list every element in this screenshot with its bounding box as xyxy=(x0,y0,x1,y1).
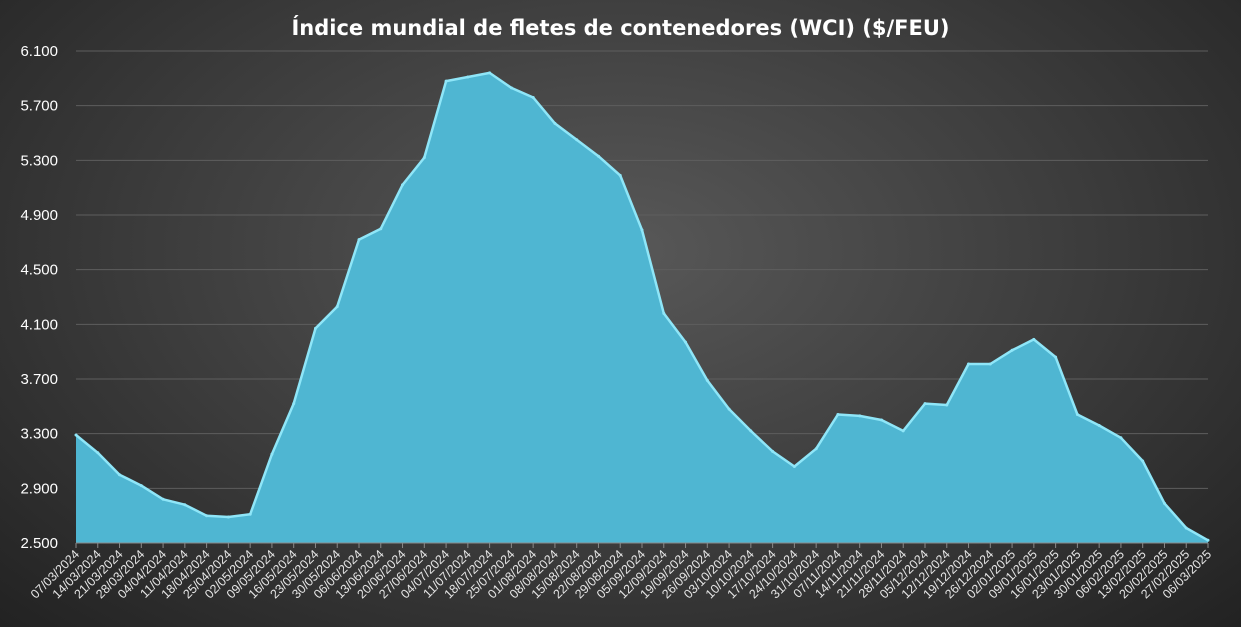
y-tick-label: 4.900 xyxy=(20,207,58,224)
data-point xyxy=(662,311,666,315)
data-point xyxy=(379,227,383,231)
y-tick-label: 5.700 xyxy=(20,98,58,115)
data-point xyxy=(183,503,187,507)
data-point xyxy=(292,402,296,406)
data-point xyxy=(96,451,100,455)
data-point xyxy=(597,154,600,158)
data-point xyxy=(1141,459,1145,463)
data-point xyxy=(618,173,622,177)
data-point xyxy=(1097,424,1101,427)
data-point xyxy=(226,515,230,519)
data-point xyxy=(771,449,775,453)
data-point xyxy=(248,512,252,516)
data-point xyxy=(792,465,796,468)
data-point xyxy=(1184,526,1188,530)
data-point xyxy=(575,138,579,142)
data-point xyxy=(314,326,317,330)
y-tick-label: 3.700 xyxy=(20,371,58,388)
data-point xyxy=(270,452,274,456)
data-point xyxy=(967,362,970,366)
data-point xyxy=(945,403,949,407)
data-point xyxy=(118,473,121,477)
data-point xyxy=(74,433,78,437)
area-fill xyxy=(76,72,1208,544)
data-point xyxy=(705,378,709,382)
data-point xyxy=(466,75,470,79)
data-point xyxy=(509,86,513,90)
data-point xyxy=(357,238,361,242)
data-point xyxy=(401,183,404,187)
chart-title: Índice mundial de fletes de contenedores… xyxy=(291,16,950,40)
data-point xyxy=(836,413,840,416)
data-point xyxy=(1054,355,1058,359)
data-point xyxy=(749,429,753,433)
data-point xyxy=(988,362,992,366)
y-tick-label: 4.100 xyxy=(20,316,58,333)
data-point xyxy=(814,447,818,451)
data-point xyxy=(901,429,905,433)
data-point xyxy=(488,71,492,75)
data-point xyxy=(1075,413,1079,416)
y-tick-label: 4.500 xyxy=(20,262,58,279)
data-point xyxy=(880,418,883,422)
data-point xyxy=(139,484,143,488)
data-point xyxy=(1119,436,1123,440)
y-tick-label: 6.100 xyxy=(20,43,58,60)
area-series xyxy=(74,71,1210,544)
data-point xyxy=(531,96,535,99)
data-point xyxy=(161,497,165,501)
data-point xyxy=(335,305,339,309)
data-point xyxy=(1032,337,1036,341)
data-point xyxy=(444,79,448,83)
y-tick-label: 5.300 xyxy=(20,152,58,169)
data-point xyxy=(640,228,644,232)
data-point xyxy=(553,121,557,125)
x-axis: 07/03/202414/03/202421/03/202428/03/2024… xyxy=(28,542,1214,601)
data-point xyxy=(1163,501,1166,505)
data-point xyxy=(205,514,209,518)
data-point xyxy=(422,156,426,160)
data-point xyxy=(727,407,731,411)
data-point xyxy=(923,402,927,406)
y-tick-label: 2.900 xyxy=(20,480,58,497)
data-point xyxy=(1010,348,1014,352)
data-point xyxy=(858,414,862,418)
data-point xyxy=(684,340,687,344)
y-tick-label: 2.500 xyxy=(20,535,58,552)
y-axis: 2.500 2.900 3.300 3.700 4.100 4.500 4.900 5.300… xyxy=(20,43,58,552)
data-point xyxy=(1206,538,1210,542)
y-tick-label: 3.300 xyxy=(20,426,58,443)
